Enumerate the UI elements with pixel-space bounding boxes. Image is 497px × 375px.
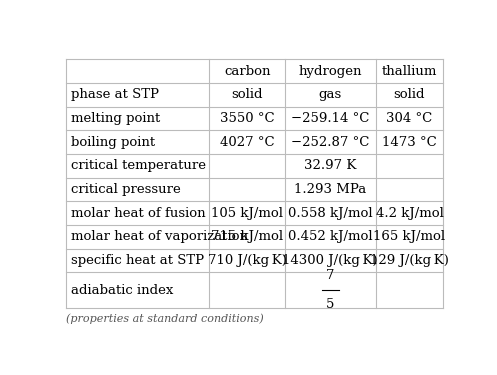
Text: 14300 J/(kg K): 14300 J/(kg K): [282, 254, 378, 267]
Text: 304 °C: 304 °C: [386, 112, 432, 125]
Text: 4.2 kJ/mol: 4.2 kJ/mol: [376, 207, 443, 220]
Text: adiabatic index: adiabatic index: [72, 284, 174, 297]
Text: specific heat at STP: specific heat at STP: [72, 254, 204, 267]
Text: 1473 °C: 1473 °C: [382, 136, 437, 149]
Text: 1.293 MPa: 1.293 MPa: [294, 183, 366, 196]
Text: 129 J/(kg K): 129 J/(kg K): [370, 254, 449, 267]
Text: 0.558 kJ/mol: 0.558 kJ/mol: [288, 207, 373, 220]
Text: 3550 °C: 3550 °C: [220, 112, 274, 125]
Text: 715 kJ/mol: 715 kJ/mol: [211, 230, 283, 243]
Text: 7: 7: [326, 269, 334, 282]
Text: molar heat of vaporization: molar heat of vaporization: [72, 230, 248, 243]
Text: 105 kJ/mol: 105 kJ/mol: [211, 207, 283, 220]
Text: solid: solid: [232, 88, 263, 101]
Text: 0.452 kJ/mol: 0.452 kJ/mol: [288, 230, 373, 243]
Text: gas: gas: [319, 88, 342, 101]
Text: 32.97 K: 32.97 K: [304, 159, 356, 172]
Text: carbon: carbon: [224, 65, 270, 78]
Text: molar heat of fusion: molar heat of fusion: [72, 207, 206, 220]
Text: melting point: melting point: [72, 112, 161, 125]
Text: boiling point: boiling point: [72, 136, 156, 149]
Text: thallium: thallium: [382, 65, 437, 78]
Text: −259.14 °C: −259.14 °C: [291, 112, 369, 125]
Text: −252.87 °C: −252.87 °C: [291, 136, 369, 149]
Text: 710 J/(kg K): 710 J/(kg K): [208, 254, 287, 267]
Text: solid: solid: [394, 88, 425, 101]
Text: 4027 °C: 4027 °C: [220, 136, 274, 149]
Text: critical temperature: critical temperature: [72, 159, 206, 172]
Text: 165 kJ/mol: 165 kJ/mol: [373, 230, 445, 243]
Text: 5: 5: [326, 298, 334, 311]
Text: hydrogen: hydrogen: [299, 65, 362, 78]
Text: (properties at standard conditions): (properties at standard conditions): [66, 313, 264, 324]
Text: critical pressure: critical pressure: [72, 183, 181, 196]
Text: phase at STP: phase at STP: [72, 88, 160, 101]
